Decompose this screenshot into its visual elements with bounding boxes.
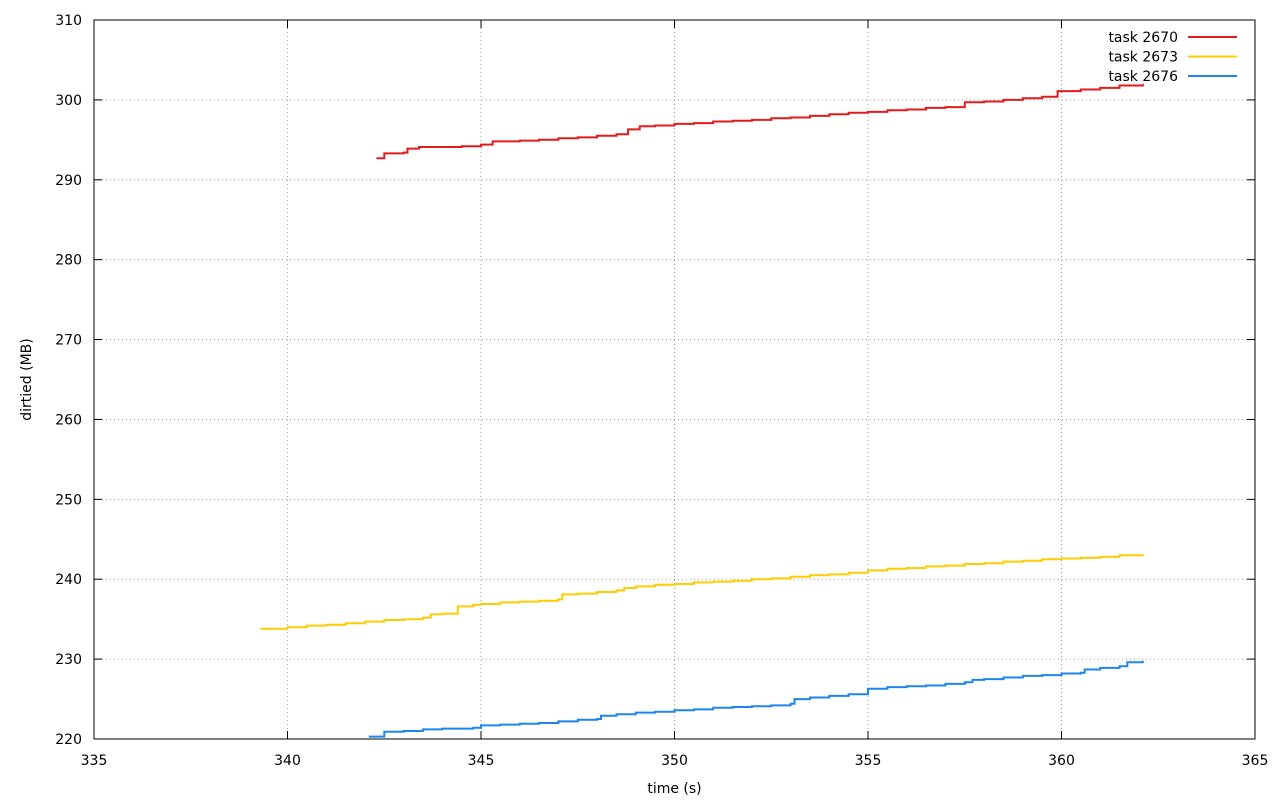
grid [94, 20, 1255, 739]
legend-label-1: task 2670 [1108, 30, 1178, 46]
series-layer [260, 83, 1144, 738]
y-tick-label: 220 [55, 732, 82, 748]
y-tick-label: 230 [55, 652, 82, 668]
series-line-3 [368, 660, 1144, 738]
y-tick-label: 270 [55, 333, 82, 349]
legend: task 2670 task 2673 task 2676 [1108, 30, 1237, 85]
x-tick-label: 365 [1242, 753, 1269, 769]
x-tick-label: 360 [1048, 753, 1075, 769]
x-tick-label: 355 [855, 753, 882, 769]
y-tick-label: 250 [55, 492, 82, 508]
tick-labels: 335 340 345 350 355 360 365 220 230 240 250 260 270 2… [55, 13, 1268, 769]
series-line-2 [260, 554, 1144, 630]
plot-frame [93, 19, 1256, 740]
y-tick-label: 240 [55, 572, 82, 588]
x-tick-label: 345 [468, 753, 495, 769]
y-tick-label: 280 [55, 253, 82, 269]
x-tick-label: 350 [661, 753, 688, 769]
y-tick-label: 260 [55, 412, 82, 428]
legend-label-2: task 2673 [1108, 50, 1178, 66]
series-line-1 [376, 83, 1144, 160]
y-tick-label: 300 [55, 93, 82, 109]
x-tick-label: 335 [81, 753, 108, 769]
x-tick-label: 340 [274, 753, 301, 769]
y-tick-label: 290 [55, 173, 82, 189]
x-axis-label: time (s) [647, 781, 701, 797]
ticks [93, 19, 1256, 740]
legend-label-3: task 2676 [1108, 69, 1178, 85]
y-tick-label: 310 [55, 13, 82, 29]
y-axis-label: dirtied (MB) [19, 338, 35, 420]
